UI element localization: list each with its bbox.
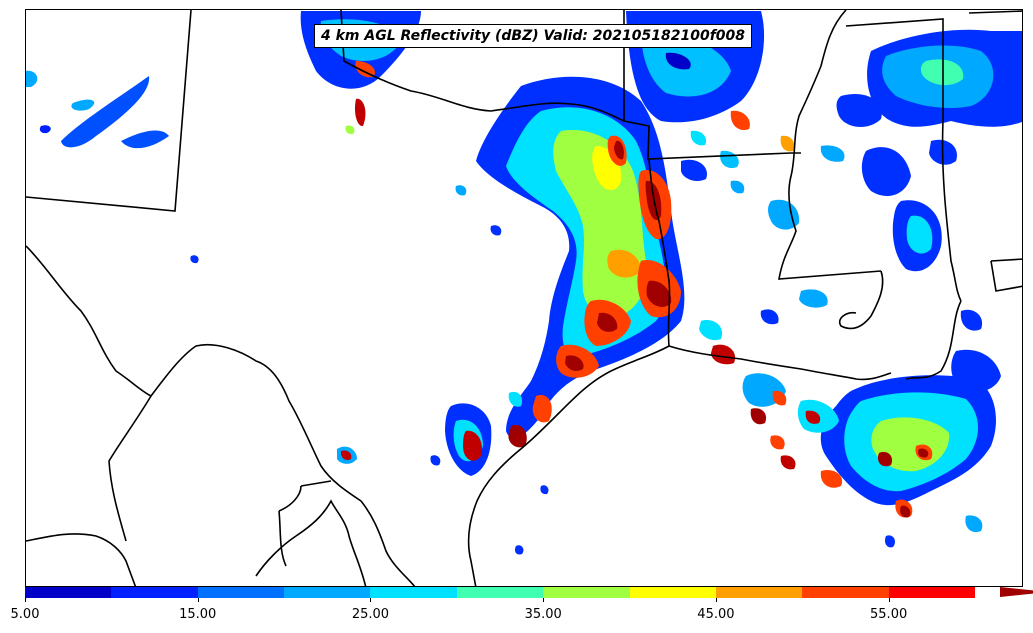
colorbar-tick-label: 15.00	[179, 607, 217, 622]
colorbar-segment	[111, 587, 199, 598]
colorbar-tick	[543, 598, 545, 602]
colorbar	[25, 587, 1033, 598]
colorbar-tick	[715, 598, 717, 602]
colorbar-tick-label: 25.00	[351, 607, 390, 622]
colorbar-segment	[284, 587, 371, 598]
radar-map	[26, 10, 1022, 586]
colorbar-tick-label: 35.00	[524, 607, 562, 622]
colorbar-segment	[888, 587, 976, 598]
colorbar-tick	[197, 598, 199, 602]
colorbar-tick-label: 5.00	[10, 607, 40, 622]
colorbar-tick-label: 45.00	[697, 607, 735, 622]
colorbar-segment	[456, 587, 544, 598]
colorbar-tick	[370, 598, 372, 602]
colorbar-extend-arrow	[1000, 587, 1033, 597]
reflectivity-layer	[26, 11, 1022, 555]
colorbar-segment	[370, 587, 458, 598]
map-title: 4 km AGL Reflectivity (dBZ) Valid: 20210…	[314, 24, 753, 48]
colorbar-segment	[25, 587, 112, 598]
map-panel: 4 km AGL Reflectivity (dBZ) Valid: 20210…	[25, 9, 1023, 587]
colorbar-segment	[197, 587, 285, 598]
colorbar-segment	[802, 587, 890, 598]
colorbar-tick	[888, 598, 890, 602]
colorbar-segment	[715, 587, 803, 598]
colorbar-segment	[629, 587, 717, 598]
boundary-lines	[26, 10, 1022, 586]
colorbar-tick-label: 55.00	[870, 607, 908, 622]
colorbar-tick	[25, 598, 26, 602]
colorbar-segment	[543, 587, 631, 598]
